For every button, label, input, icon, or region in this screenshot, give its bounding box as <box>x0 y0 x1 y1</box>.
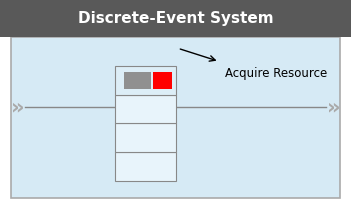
Bar <box>153 72 172 89</box>
Bar <box>115 152 176 181</box>
Bar <box>124 72 151 89</box>
Bar <box>115 124 176 152</box>
Bar <box>11 38 340 198</box>
Bar <box>0 0 351 38</box>
Text: Acquire Resource: Acquire Resource <box>225 66 327 79</box>
Text: Discrete-Event System: Discrete-Event System <box>78 11 273 26</box>
Bar <box>115 95 176 124</box>
Text: »: » <box>11 97 24 117</box>
Text: »: » <box>327 97 340 117</box>
Bar <box>115 67 176 95</box>
